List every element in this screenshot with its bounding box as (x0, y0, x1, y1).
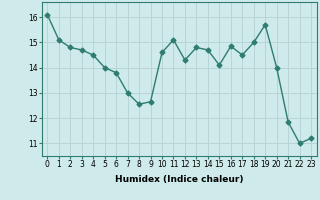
X-axis label: Humidex (Indice chaleur): Humidex (Indice chaleur) (115, 175, 244, 184)
